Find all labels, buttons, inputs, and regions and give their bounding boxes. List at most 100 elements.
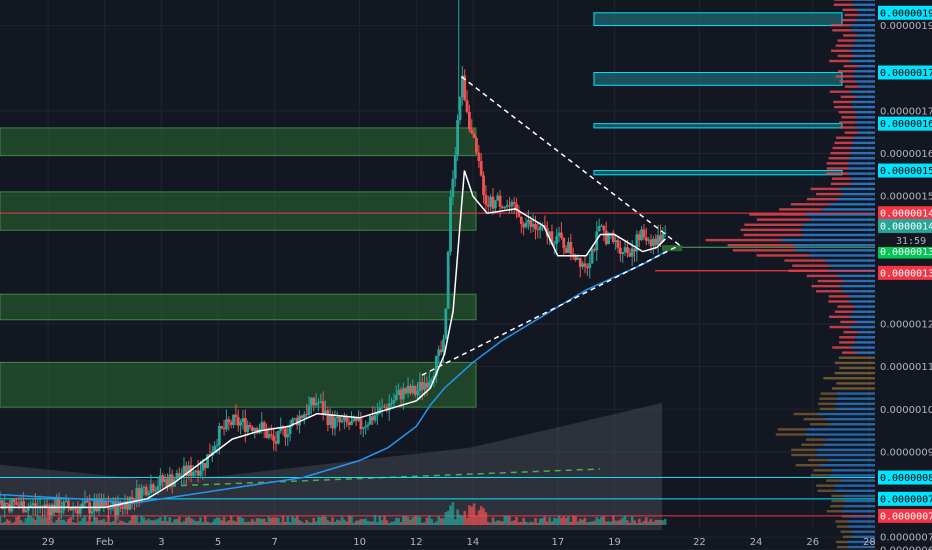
volume-bar	[185, 517, 188, 525]
candle-body	[302, 414, 306, 419]
volume-bar	[531, 522, 535, 525]
volume-bar	[593, 520, 596, 525]
candle-body	[392, 400, 396, 404]
volume-bar	[350, 516, 353, 525]
candle-body	[340, 420, 344, 423]
volume-bar	[399, 522, 403, 525]
profile-bar-sell	[839, 126, 856, 129]
profile-bar-buy	[806, 428, 875, 431]
volume-bar	[265, 522, 268, 525]
x-tick-label: Feb	[96, 537, 114, 548]
candle-body	[552, 243, 556, 245]
volume-bar	[62, 519, 65, 525]
candle-body	[64, 500, 68, 502]
volume-bar	[71, 522, 75, 525]
candle-body	[451, 178, 455, 198]
volume-profile	[705, 0, 875, 549]
profile-bar-sell	[842, 351, 857, 354]
volume-bar	[196, 521, 200, 525]
candle-body	[477, 152, 481, 162]
profile-bar-buy	[854, 39, 875, 42]
volume-bar	[543, 516, 547, 525]
candle-body	[371, 416, 375, 421]
candle-body	[324, 410, 327, 414]
volume-bar	[168, 517, 172, 525]
volume-bar	[619, 519, 622, 525]
volume-bar	[581, 519, 584, 525]
candle-body	[328, 414, 332, 426]
volume-bar	[621, 517, 625, 525]
volume-bar	[248, 521, 252, 525]
volume-bar	[630, 516, 634, 525]
volume-bar	[394, 517, 398, 525]
profile-bar-buy	[856, 18, 875, 22]
candle-body	[217, 426, 221, 446]
countdown-box	[878, 232, 932, 247]
profile-bar-sell	[749, 213, 806, 216]
volume-bar	[152, 520, 155, 525]
volume-bar	[90, 521, 94, 525]
profile-bar-sell	[829, 315, 850, 319]
profile-bar-buy	[850, 49, 875, 52]
candle-body	[413, 385, 417, 395]
y-tick-label: 0.00000067	[880, 546, 932, 550]
profile-bar-buy	[850, 151, 875, 155]
volume-bar	[534, 518, 537, 525]
profile-bar-brown	[818, 402, 836, 406]
candle-body	[470, 129, 474, 134]
x-tick-label: 17	[551, 537, 564, 548]
candle-body	[373, 415, 377, 421]
candle-body	[319, 401, 323, 403]
price-tag-label: 0.00000075	[880, 511, 932, 522]
profile-bar-brown	[838, 356, 875, 359]
volume-bar	[550, 521, 554, 525]
volume-bar	[614, 520, 617, 525]
volume-bar	[180, 522, 183, 525]
volume-bar	[203, 516, 207, 525]
profile-bar-buy	[836, 397, 875, 400]
volume-bar	[118, 520, 122, 525]
volume-bar	[272, 517, 275, 525]
volume-bar	[300, 521, 304, 525]
candle-body	[581, 263, 585, 267]
profile-bar-brown	[834, 371, 875, 375]
volume-bar	[277, 517, 280, 525]
candle-body	[321, 401, 325, 414]
profile-bar-buy	[856, 95, 875, 99]
candle-body	[590, 248, 594, 264]
profile-bar-buy	[850, 24, 875, 27]
candle-body	[593, 248, 596, 251]
triangle-lower-line[interactable]	[421, 244, 680, 376]
volume-bar	[529, 521, 533, 525]
profile-bar-buy	[851, 177, 875, 180]
volume-bar	[338, 520, 341, 525]
candle-body	[434, 356, 438, 376]
volume-bar	[142, 517, 146, 525]
triangle-upper-line[interactable]	[461, 76, 681, 246]
profile-bar-buy	[803, 223, 875, 226]
candle-body	[326, 410, 330, 426]
profile-bar-sell	[790, 203, 829, 206]
triangle-pattern[interactable]	[421, 76, 681, 376]
candle-body	[425, 382, 429, 388]
candle-body	[628, 252, 632, 257]
volume-bar	[468, 505, 471, 525]
volume-bar	[229, 515, 233, 525]
volume-bar	[194, 521, 198, 525]
candle-body	[272, 435, 276, 441]
volume-bar	[210, 522, 214, 525]
profile-bar-sell	[837, 54, 855, 58]
candle-body	[67, 500, 70, 508]
candle-body	[52, 504, 56, 513]
candle-body	[623, 247, 627, 253]
candle-body	[475, 138, 478, 153]
candle-body	[196, 470, 200, 476]
volume-bar	[121, 521, 124, 525]
volume-bar	[149, 520, 153, 525]
candle-body	[508, 205, 511, 207]
volume-bar	[140, 515, 143, 525]
candle-body	[607, 232, 610, 245]
